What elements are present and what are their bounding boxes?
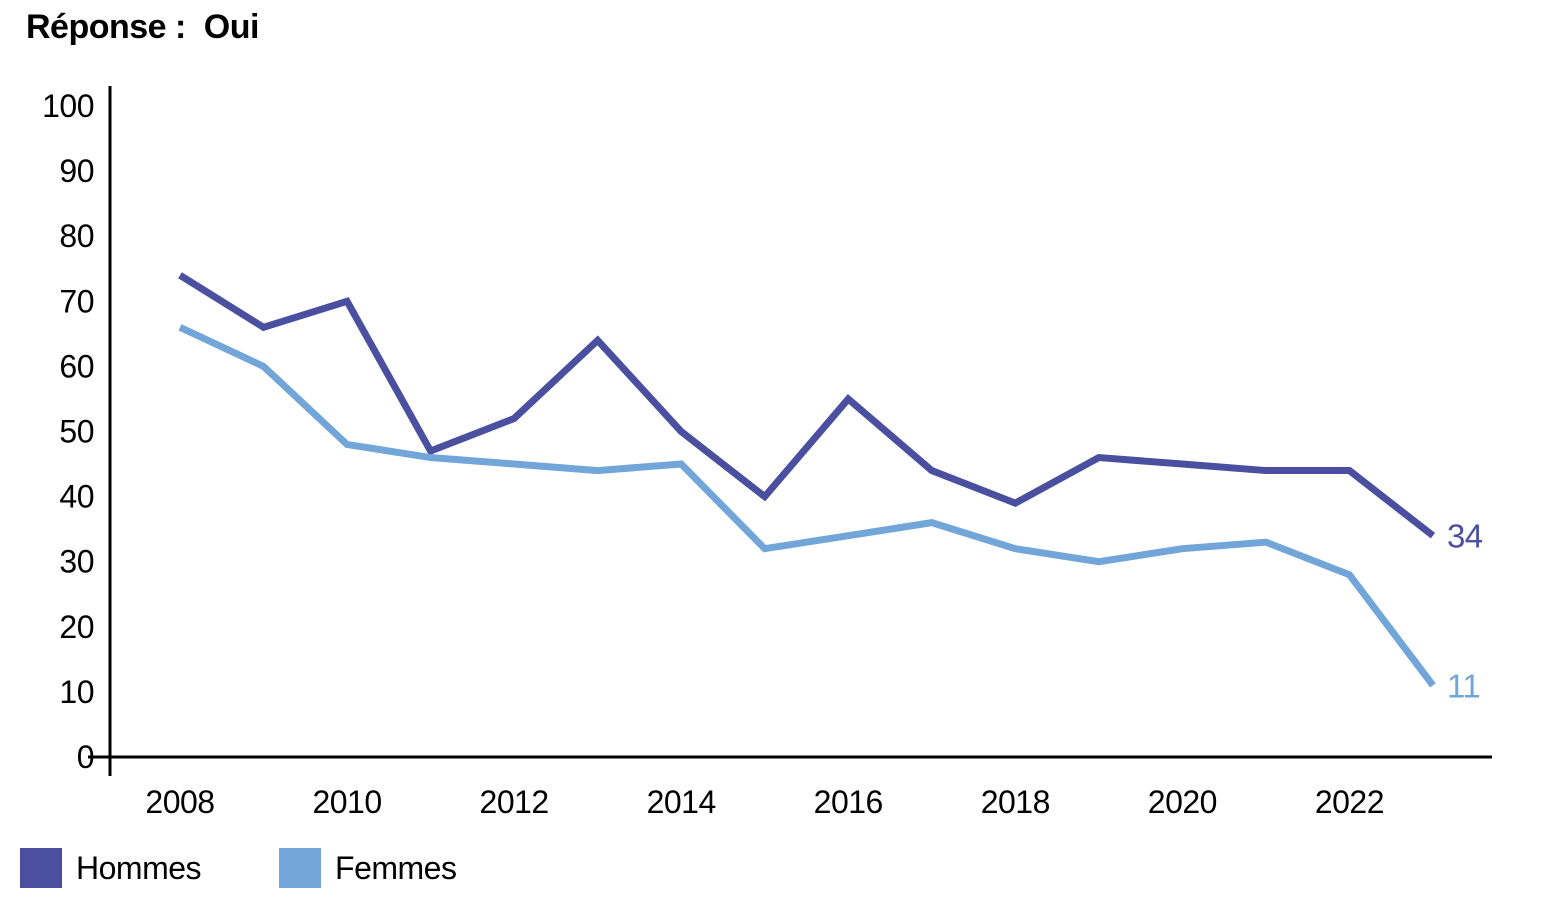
chart-legend: Hommes Femmes [20,848,457,888]
y-tick-label: 30 [59,544,94,580]
x-tick-label: 2022 [1315,784,1384,820]
legend-label-hommes: Hommes [76,849,202,886]
y-tick-label: 40 [59,479,94,515]
y-tick-label: 60 [59,348,94,384]
line-chart: 0 10 20 30 40 50 60 70 80 90 100 2008 2010 2012 2014 20… [42,86,1492,820]
series-end-label-hommes: 34 [1447,518,1483,555]
y-tick-label: 50 [59,414,94,450]
legend-swatch-femmes [279,848,322,888]
legend-swatch-hommes [20,848,62,888]
series-line-hommes [178,272,1436,539]
chart-title: Réponse : Oui [26,8,259,46]
series-line-femmes [178,324,1436,688]
legend-label-femmes: Femmes [335,849,457,886]
y-tick-label: 70 [59,283,94,319]
x-tick-label: 2016 [814,784,883,820]
series-end-label-femmes: 11 [1447,667,1480,704]
x-tick-label: 2020 [1148,784,1217,820]
x-tick-label: 2012 [480,784,549,820]
x-tick-label: 2018 [981,784,1050,820]
y-tick-label: 20 [59,609,94,645]
y-tick-label: 10 [59,674,94,710]
y-tick-label: 80 [59,218,94,254]
y-tick-label: 0 [77,739,94,775]
x-tick-label: 2008 [145,784,214,820]
y-tick-label: 100 [42,88,94,124]
legend-item-hommes: Hommes [20,848,202,888]
legend-item-femmes: Femmes [279,848,457,888]
x-tick-label: 2010 [312,784,381,820]
y-tick-label: 90 [59,153,94,189]
x-tick-label: 2014 [647,784,716,820]
